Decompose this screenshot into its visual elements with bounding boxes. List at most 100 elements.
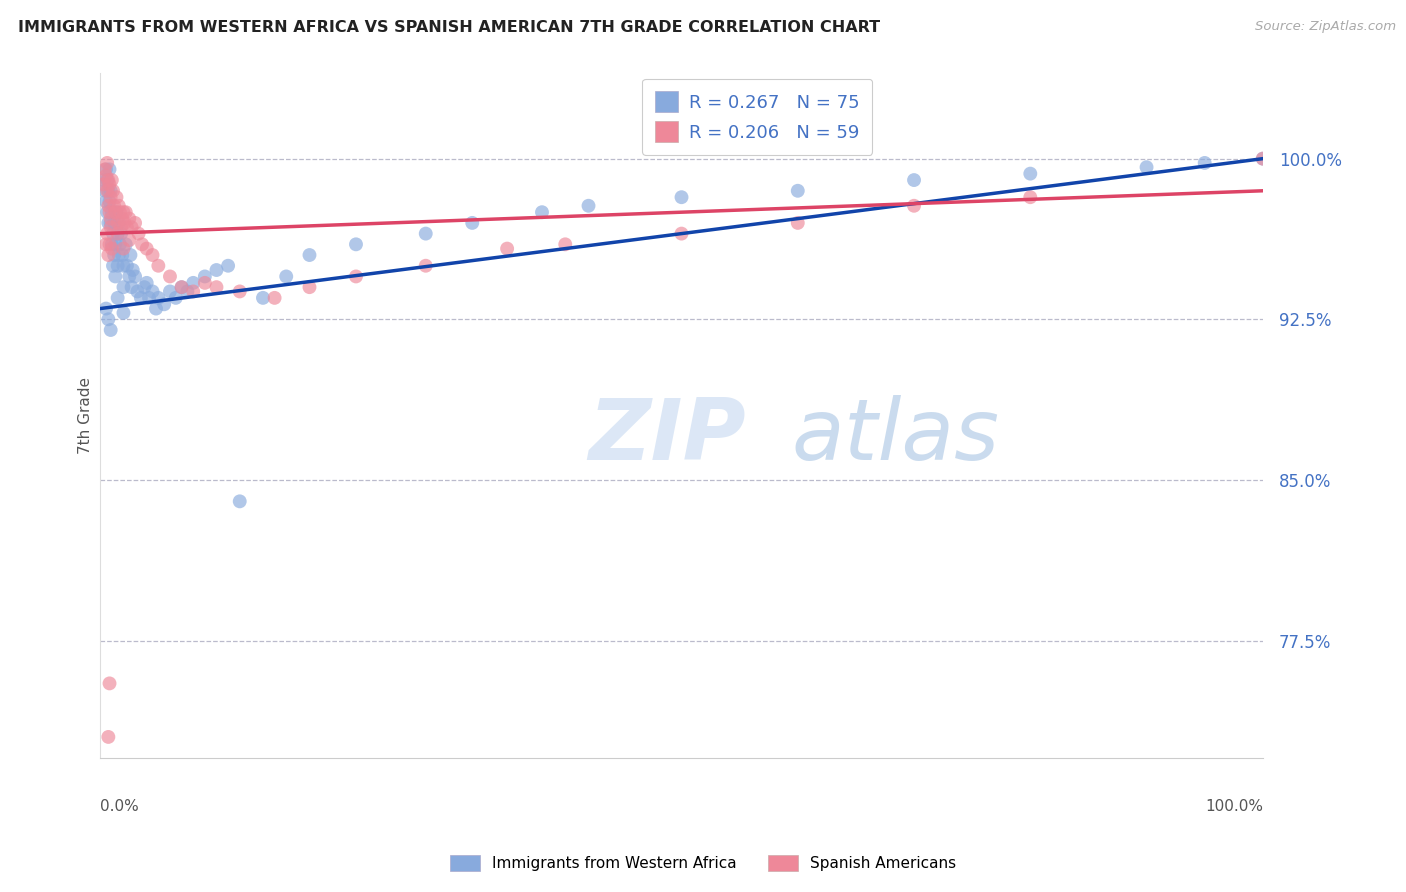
Point [98, 178, 121, 192]
Point [96, 184, 118, 198]
Point [786, 216, 808, 230]
Point [96, 156, 118, 170]
Point [98, 194, 121, 209]
Text: ZIP: ZIP [589, 395, 747, 478]
Point [107, 227, 129, 241]
Point [110, 220, 132, 235]
Point [1019, 167, 1042, 181]
Point [1251, 152, 1274, 166]
Text: 0.0%: 0.0% [100, 799, 139, 814]
Point [153, 297, 176, 311]
Point [671, 227, 693, 241]
Point [101, 227, 124, 241]
Point [127, 285, 149, 299]
Point [100, 184, 122, 198]
Point [107, 291, 129, 305]
Point [194, 276, 217, 290]
Point [128, 227, 150, 241]
Point [98, 205, 121, 219]
Point [105, 190, 128, 204]
Point [98, 676, 121, 690]
Point [108, 237, 131, 252]
Point [170, 280, 193, 294]
Point [96, 173, 118, 187]
Point [159, 285, 181, 299]
Point [93, 178, 115, 192]
Point [135, 276, 157, 290]
Point [111, 248, 134, 262]
Point [114, 205, 136, 219]
Point [134, 280, 156, 294]
Point [104, 269, 127, 284]
Point [170, 280, 193, 294]
Point [229, 494, 252, 508]
Point [101, 173, 124, 187]
Text: Source: ZipAtlas.com: Source: ZipAtlas.com [1256, 20, 1396, 33]
Point [181, 285, 204, 299]
Point [107, 216, 129, 230]
Point [903, 173, 925, 187]
Point [97, 730, 120, 744]
Point [108, 205, 131, 219]
Point [103, 216, 125, 230]
Point [121, 280, 143, 294]
Point [94, 184, 117, 198]
Point [120, 248, 142, 262]
Point [97, 216, 120, 230]
Point [298, 248, 321, 262]
Point [101, 205, 124, 219]
Point [205, 280, 228, 294]
Point [98, 162, 121, 177]
Point [94, 237, 117, 252]
Point [97, 173, 120, 187]
Point [344, 237, 367, 252]
Point [103, 248, 125, 262]
Point [415, 259, 437, 273]
Point [105, 205, 128, 219]
Point [94, 301, 117, 316]
Point [100, 211, 122, 226]
Point [118, 211, 141, 226]
Point [205, 263, 228, 277]
Point [112, 306, 135, 320]
Point [118, 233, 141, 247]
Point [124, 216, 146, 230]
Point [103, 199, 125, 213]
Point [100, 323, 122, 337]
Point [100, 220, 122, 235]
Point [94, 162, 117, 177]
Point [101, 242, 124, 256]
Point [111, 211, 134, 226]
Point [138, 291, 160, 305]
Point [159, 269, 181, 284]
Y-axis label: 7th Grade: 7th Grade [79, 377, 93, 454]
Point [415, 227, 437, 241]
Text: 100.0%: 100.0% [1205, 799, 1263, 814]
Point [496, 242, 519, 256]
Point [104, 237, 127, 252]
Point [112, 242, 135, 256]
Point [115, 220, 138, 235]
Point [148, 291, 170, 305]
Text: IMMIGRANTS FROM WESTERN AFRICA VS SPANISH AMERICAN 7TH GRADE CORRELATION CHART: IMMIGRANTS FROM WESTERN AFRICA VS SPANIS… [18, 20, 880, 35]
Point [141, 248, 163, 262]
Point [1251, 152, 1274, 166]
Point [194, 269, 217, 284]
Point [112, 205, 135, 219]
Point [1194, 156, 1216, 170]
Point [217, 259, 239, 273]
Point [129, 291, 152, 305]
Point [121, 220, 143, 235]
Point [94, 194, 117, 209]
Point [98, 237, 121, 252]
Point [108, 248, 131, 262]
Legend: R = 0.267   N = 75, R = 0.206   N = 59: R = 0.267 N = 75, R = 0.206 N = 59 [643, 78, 872, 154]
Point [97, 312, 120, 326]
Point [145, 301, 167, 316]
Point [101, 259, 124, 273]
Legend: Immigrants from Western Africa, Spanish Americans: Immigrants from Western Africa, Spanish … [443, 849, 963, 877]
Point [93, 173, 115, 187]
Point [101, 237, 124, 252]
Point [1135, 160, 1157, 174]
Point [108, 216, 131, 230]
